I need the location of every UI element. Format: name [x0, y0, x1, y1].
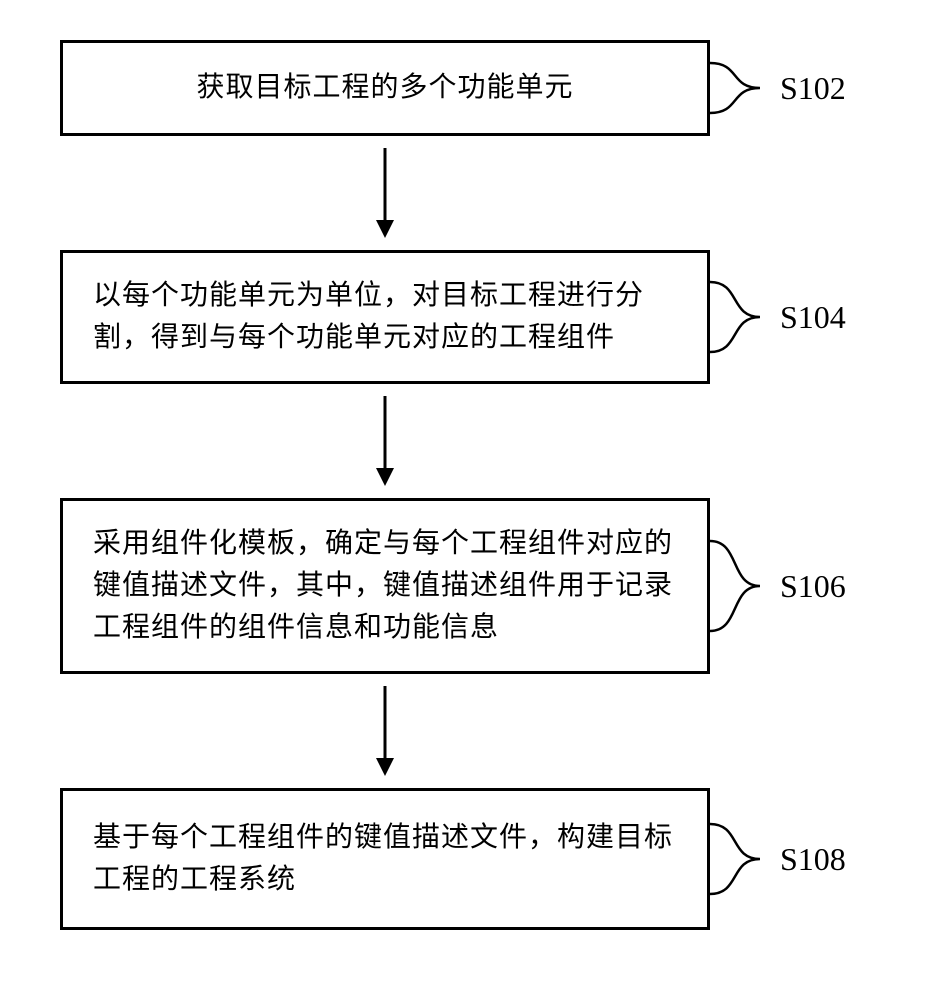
- step-label: S108: [780, 841, 846, 878]
- step-box: 获取目标工程的多个功能单元: [60, 40, 710, 136]
- step-label: S104: [780, 299, 846, 336]
- step-row: 以每个功能单元为单位，对目标工程进行分割，得到与每个功能单元对应的工程组件 S1…: [60, 250, 880, 384]
- step-text: 以每个功能单元为单位，对目标工程进行分割，得到与每个功能单元对应的工程组件: [93, 275, 677, 359]
- step-label: S106: [780, 568, 846, 605]
- brace-connector: [710, 40, 780, 136]
- step-text: 采用组件化模板，确定与每个工程组件对应的键值描述文件，其中，键值描述组件用于记录…: [93, 523, 677, 649]
- step-label: S102: [780, 70, 846, 107]
- arrow: [60, 384, 710, 498]
- step-box: 采用组件化模板，确定与每个工程组件对应的键值描述文件，其中，键值描述组件用于记录…: [60, 498, 710, 674]
- brace-connector: [710, 250, 780, 384]
- step-box: 基于每个工程组件的键值描述文件，构建目标工程的工程系统: [60, 788, 710, 930]
- flowchart-container: 获取目标工程的多个功能单元 S102 以每个功能单元为单位，对目标工程进行分割，…: [60, 40, 880, 930]
- step-row: 采用组件化模板，确定与每个工程组件对应的键值描述文件，其中，键值描述组件用于记录…: [60, 498, 880, 674]
- step-row: 获取目标工程的多个功能单元 S102: [60, 40, 880, 136]
- step-box: 以每个功能单元为单位，对目标工程进行分割，得到与每个功能单元对应的工程组件: [60, 250, 710, 384]
- brace-connector: [710, 498, 780, 674]
- step-text: 基于每个工程组件的键值描述文件，构建目标工程的工程系统: [93, 817, 677, 901]
- step-text: 获取目标工程的多个功能单元: [196, 67, 573, 109]
- step-row: 基于每个工程组件的键值描述文件，构建目标工程的工程系统 S108: [60, 788, 880, 930]
- arrow: [60, 674, 710, 788]
- brace-connector: [710, 788, 780, 930]
- arrow: [60, 136, 710, 250]
